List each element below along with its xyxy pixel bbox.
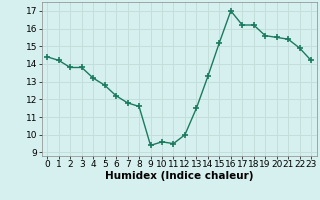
X-axis label: Humidex (Indice chaleur): Humidex (Indice chaleur) [105,171,253,181]
